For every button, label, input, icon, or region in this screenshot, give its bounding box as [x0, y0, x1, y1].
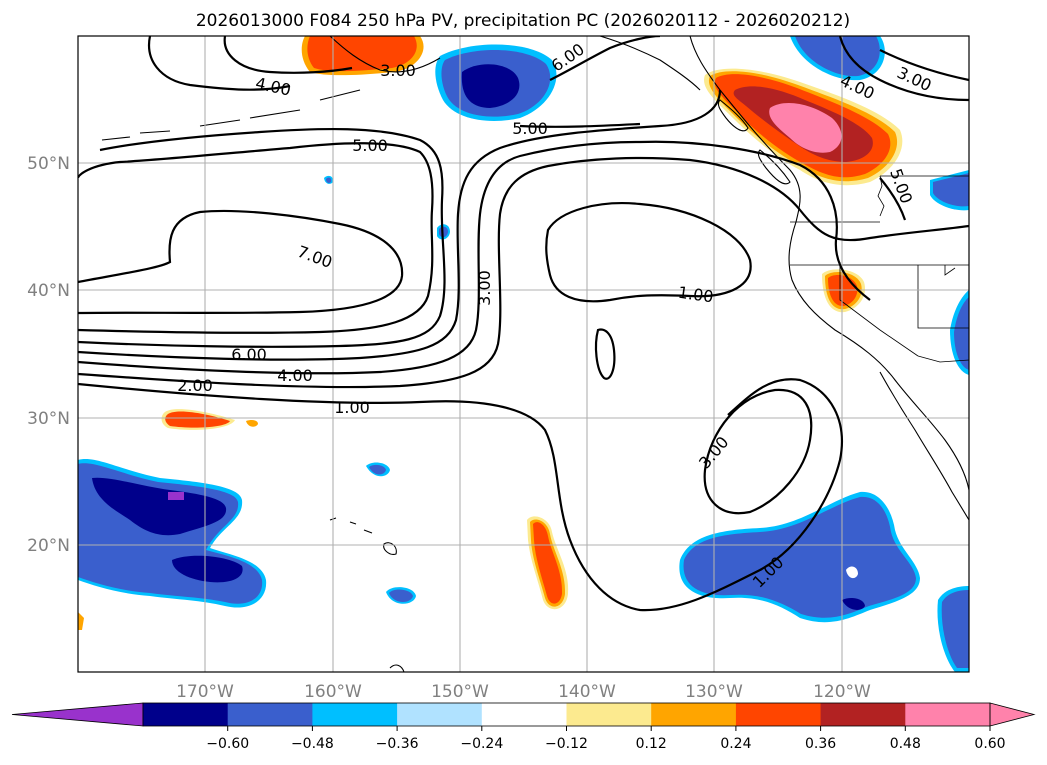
colorbar-tick-label: −0.36 [376, 736, 419, 752]
latitude-labels: 50°N 40°N 30°N 20°N [27, 154, 70, 556]
contour-label: 3.00 [380, 61, 416, 80]
colorbar: −0.60 −0.48 −0.36 −0.24 −0.12 0.12 0.24 0.36 0.4… [11, 702, 1036, 752]
political-borders [790, 175, 969, 363]
lat-label: 30°N [27, 409, 70, 429]
contour-label: 6.00 [231, 345, 267, 364]
lon-label: 140°W [558, 682, 616, 702]
contour-label: 3.00 [475, 270, 494, 306]
contour-label: 1.00 [677, 283, 715, 307]
contour-label: 2.00 [177, 376, 213, 395]
colorbar-segment [143, 703, 229, 726]
colorbar-segment [397, 703, 483, 726]
lat-label: 20°N [27, 536, 70, 556]
lat-label: 50°N [27, 154, 70, 174]
colorbar-tick-label: −0.12 [545, 736, 588, 752]
lat-label: 40°N [27, 281, 70, 301]
colorbar-segment [735, 703, 822, 726]
colorbar-segment [227, 703, 313, 726]
longitude-labels: 170°W 160°W 150°W 140°W 130°W 120°W [176, 682, 871, 702]
contour-label: 5.00 [512, 119, 548, 138]
lon-label: 130°W [685, 682, 743, 702]
contour-label: 4.00 [277, 366, 313, 385]
lon-label: 170°W [176, 682, 234, 702]
colorbar-tick-label: −0.60 [206, 736, 249, 752]
lon-label: 160°W [304, 682, 362, 702]
lon-label: 150°W [431, 682, 489, 702]
gridlines [78, 36, 969, 672]
map-frame [77, 35, 970, 673]
precipitation-shading [78, 36, 969, 672]
contour-label: 1.00 [334, 398, 370, 417]
pv-contours [78, 36, 969, 612]
colorbar-segment [481, 703, 567, 726]
colorbar-segment [820, 703, 906, 726]
colorbar-tick-label: −0.24 [460, 736, 503, 752]
colorbar-extend-max [989, 702, 1036, 727]
colorbar-tick-label: −0.48 [291, 736, 334, 752]
map-title: 2026013000 F084 250 hPa PV, precipitatio… [196, 11, 850, 31]
colorbar-tick-label: 0.36 [805, 736, 836, 752]
colorbar-segment [651, 703, 737, 726]
colorbar-segment [905, 703, 991, 726]
contour-label: 5.00 [352, 136, 388, 155]
colorbar-tick-label: 0.24 [720, 736, 751, 752]
colorbar-segment [566, 703, 652, 726]
lon-label: 120°W [813, 682, 871, 702]
colorbar-segment [312, 703, 398, 726]
colorbar-extend-min [11, 702, 144, 727]
colorbar-tick-label: 0.60 [974, 736, 1005, 752]
colorbar-tick-label: 0.12 [636, 736, 667, 752]
colorbar-tick-label: 0.48 [890, 736, 921, 752]
